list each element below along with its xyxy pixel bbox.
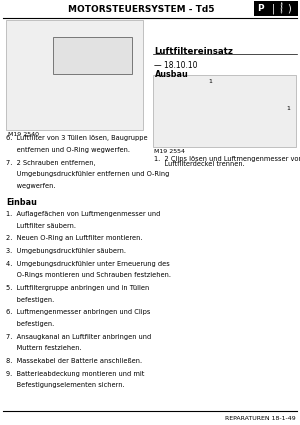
- Text: befestigen.: befestigen.: [6, 297, 54, 303]
- Text: 5.  Luftfiltergruppe anbringen und in Tüllen: 5. Luftfiltergruppe anbringen und in Tül…: [6, 285, 149, 291]
- Text: Luftfilter säubern.: Luftfilter säubern.: [6, 223, 76, 229]
- Text: 1: 1: [208, 79, 212, 84]
- Bar: [52, 37, 132, 74]
- Text: — 18.10.10: — 18.10.10: [154, 61, 198, 70]
- Text: 6.  Luftmengenmesser anbringen und Clips: 6. Luftmengenmesser anbringen und Clips: [6, 309, 150, 315]
- Text: P: P: [257, 4, 264, 13]
- Text: Luftfiltereinsatz: Luftfiltereinsatz: [154, 47, 233, 56]
- Text: 4.  Umgebungsdruckfühler unter Erneuerung des: 4. Umgebungsdruckfühler unter Erneuerung…: [6, 261, 170, 267]
- Text: M19 2540: M19 2540: [8, 132, 38, 137]
- Bar: [6, 20, 142, 130]
- Text: Einbau: Einbau: [6, 198, 37, 207]
- Text: wegwerfen.: wegwerfen.: [6, 183, 56, 189]
- Text: befestigen.: befestigen.: [6, 321, 54, 327]
- Text: 7.  Ansaugkanal an Luftfilter anbringen und: 7. Ansaugkanal an Luftfilter anbringen u…: [6, 334, 151, 340]
- Text: 1.  Auflagefächen von Luftmengenmesser und: 1. Auflagefächen von Luftmengenmesser un…: [6, 211, 160, 217]
- Text: M19 2554: M19 2554: [154, 149, 185, 154]
- Text: 3.  Umgebungsdruckfühler säubern.: 3. Umgebungsdruckfühler säubern.: [6, 248, 126, 254]
- Text: /: /: [278, 1, 285, 14]
- Text: O-Rings montieren und Schrauben festziehen.: O-Rings montieren und Schrauben festzieh…: [6, 272, 171, 278]
- Text: 6.  Luftfilter von 3 Tüllen lösen, Baugruppe: 6. Luftfilter von 3 Tüllen lösen, Baugru…: [6, 135, 148, 141]
- Text: REPARATUREN 18-1-49: REPARATUREN 18-1-49: [225, 416, 296, 421]
- Text: Befestigungselementen sichern.: Befestigungselementen sichern.: [6, 382, 124, 388]
- Text: 7.  2 Schrauben entfernen,: 7. 2 Schrauben entfernen,: [6, 160, 95, 166]
- Text: entfernen und O-Ring wegwerfen.: entfernen und O-Ring wegwerfen.: [6, 147, 130, 153]
- Text: 9.  Batterieabdeckung montieren und mit: 9. Batterieabdeckung montieren und mit: [6, 371, 144, 377]
- Bar: [153, 75, 296, 147]
- Text: 1.  2 Clips lösen und Luftmengenmesser von: 1. 2 Clips lösen und Luftmengenmesser vo…: [154, 156, 300, 162]
- Text: MOTORSTEUERSYSTEM - Td5: MOTORSTEUERSYSTEM - Td5: [68, 5, 214, 14]
- Text: |: |: [272, 3, 274, 14]
- Text: Umgebungsdruckfühler entfernen und O-Ring: Umgebungsdruckfühler entfernen und O-Rin…: [6, 171, 169, 177]
- Text: 2.  Neuen O-Ring an Luftfilter montieren.: 2. Neuen O-Ring an Luftfilter montieren.: [6, 235, 142, 241]
- Text: Ausbau: Ausbau: [154, 70, 188, 79]
- Text: 8.  Massekabel der Batterie anschließen.: 8. Massekabel der Batterie anschließen.: [6, 358, 142, 364]
- Text: Luftfilterdeckel trennen.: Luftfilterdeckel trennen.: [154, 162, 245, 167]
- Bar: [254, 1, 298, 16]
- Text: 1: 1: [286, 106, 290, 111]
- Text: ): ): [288, 3, 291, 14]
- Text: Muttern festziehen.: Muttern festziehen.: [6, 345, 82, 351]
